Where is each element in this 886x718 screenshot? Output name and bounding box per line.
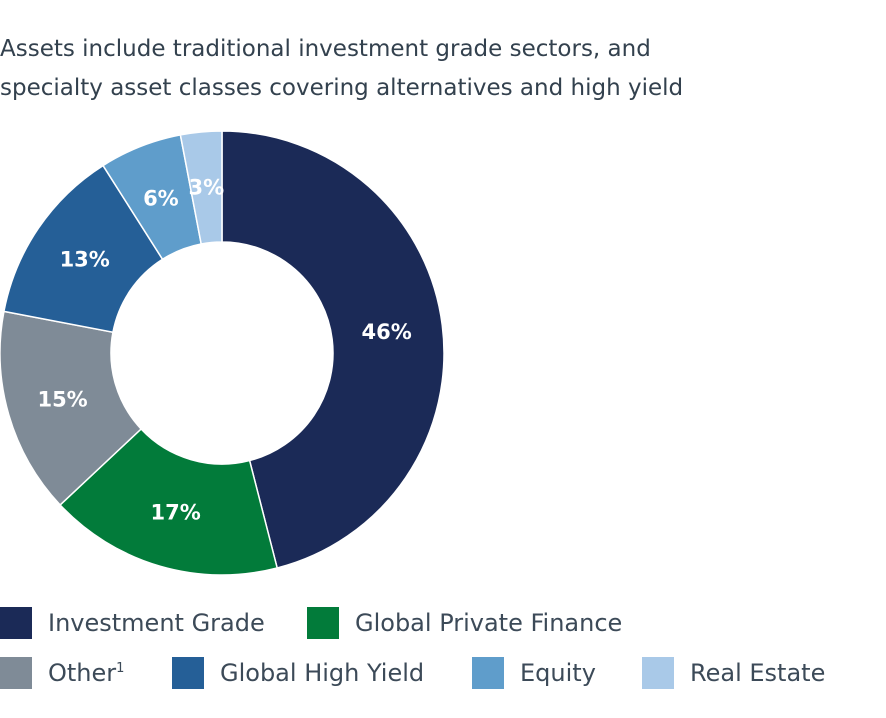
legend-item-global-private-finance: Global Private Finance	[307, 606, 622, 640]
slice-label-equity: 6%	[143, 187, 179, 211]
chart-title: Assets include traditional investment gr…	[0, 30, 860, 108]
legend-label-investment-grade: Investment Grade	[48, 609, 265, 637]
chart-title-line-1: Assets include traditional investment gr…	[0, 36, 651, 62]
slice-label-other: 15%	[37, 387, 87, 411]
legend-label-other: Other1	[48, 659, 125, 687]
legend-item-equity: Equity	[472, 656, 596, 690]
legend-swatch-other	[0, 657, 32, 689]
donut-slice-investment-grade	[221, 130, 445, 569]
legend-item-real-estate: Real Estate	[642, 656, 825, 690]
donut-slice-real-estate	[179, 130, 223, 245]
donut-slice-other	[0, 310, 143, 507]
slice-label-real-estate: 3%	[189, 176, 225, 200]
legend-footnote-other: 1	[116, 661, 125, 676]
legend-swatch-global-high-yield	[172, 657, 204, 689]
legend-label-global-high-yield: Global High Yield	[220, 659, 425, 687]
legend-swatch-real-estate	[642, 657, 674, 689]
legend-label-real-estate: Real Estate	[690, 659, 826, 687]
legend-item-investment-grade: Investment Grade	[0, 606, 265, 640]
legend-label-global-private-finance: Global Private Finance	[355, 609, 623, 637]
legend-label-equity: Equity	[520, 659, 596, 687]
legend-item-global-high-yield: Global High Yield	[172, 656, 424, 690]
donut-slice-global-private-finance	[59, 427, 279, 576]
slice-label-global-high-yield: 13%	[60, 248, 110, 272]
legend-swatch-global-private-finance	[307, 607, 339, 639]
slice-label-investment-grade: 46%	[362, 320, 412, 344]
legend-item-other: Other1	[0, 656, 124, 690]
slice-label-global-private-finance: 17%	[151, 500, 201, 524]
legend-swatch-equity	[472, 657, 504, 689]
legend-swatch-investment-grade	[0, 607, 32, 639]
chart-title-line-2: specialty asset classes covering alterna…	[0, 75, 684, 101]
